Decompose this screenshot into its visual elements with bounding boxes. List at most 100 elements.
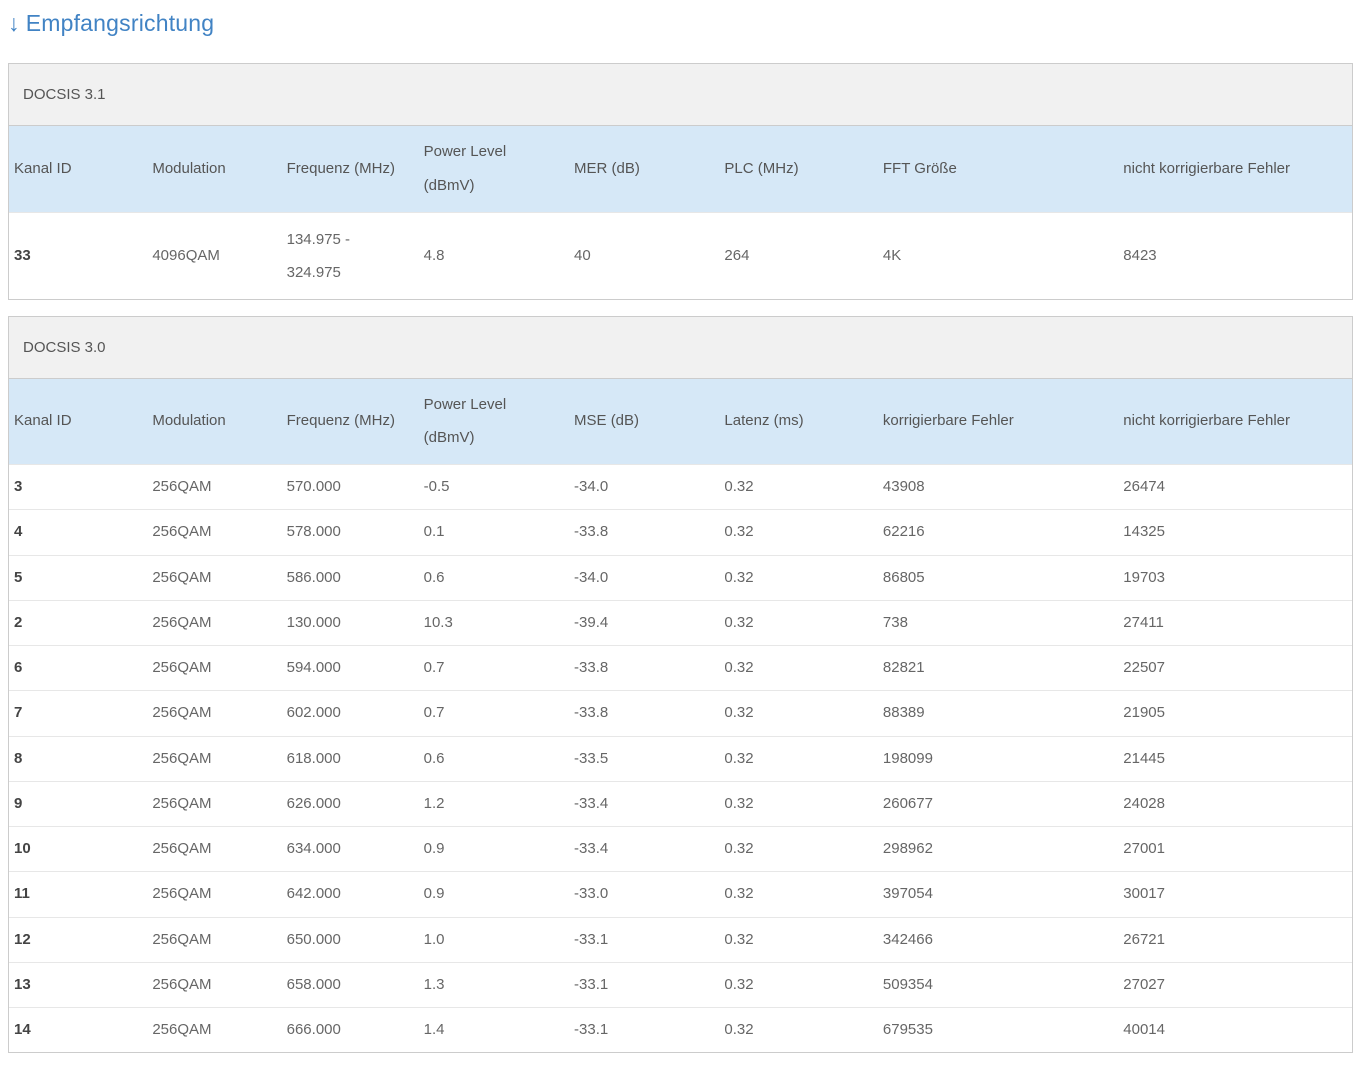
column-header-modulation: Modulation: [147, 126, 282, 212]
table-cell: 24028: [1118, 780, 1352, 827]
table-cell: 198099: [877, 735, 1119, 782]
table-cell: 0.1: [418, 509, 570, 555]
table-cell: 738: [877, 599, 1119, 646]
table-cell: 0.6: [418, 735, 570, 782]
table-cell: 10.3: [418, 599, 570, 646]
table-cell: 256QAM: [147, 825, 282, 872]
table-cell: -33.8: [569, 644, 720, 691]
table-cell: 1.0: [418, 916, 570, 963]
docsis31-table-body: 33 4096QAM 134.975 - 324.975 4.8 40 264 4K 8423: [9, 211, 1352, 299]
table-cell: -33.4: [569, 825, 720, 872]
table-cell: 1.4: [418, 1007, 570, 1053]
table-cell: 594.000: [281, 644, 419, 691]
table-cell: 26474: [1118, 463, 1352, 510]
table-row: 11 256QAM 642.000 0.9 -33.0 0.32 397054 30017: [9, 871, 1352, 917]
table-cell: 650.000: [281, 916, 419, 963]
column-header-nicht-korrigierbare-fehler: nicht korrigierbare Fehler: [1118, 378, 1352, 465]
table-cell: 0.9: [418, 871, 570, 917]
table-cell: 130.000: [281, 599, 419, 646]
table-cell: 256QAM: [147, 1007, 282, 1053]
column-header-power-level: Power Level (dBmV): [418, 378, 570, 465]
table-cell: 0.32: [719, 509, 878, 555]
table-cell: 0.32: [719, 916, 878, 963]
table-cell: 256QAM: [147, 871, 282, 917]
table-cell: 264: [719, 211, 878, 299]
table-cell: 33: [9, 211, 148, 299]
table-cell: 40: [569, 211, 720, 299]
table-cell: 8423: [1118, 211, 1352, 299]
table-cell: 298962: [877, 825, 1119, 872]
table-cell: -33.1: [569, 1007, 720, 1053]
header-row: Kanal ID Modulation Frequenz (MHz) Power…: [9, 378, 1352, 465]
table-cell: 0.6: [418, 554, 570, 601]
table-cell: -33.1: [569, 961, 720, 1008]
table-cell: 13: [9, 961, 148, 1008]
table-row: 12 256QAM 650.000 1.0 -33.1 0.32 342466 26721: [9, 916, 1352, 963]
table-cell: 578.000: [281, 509, 419, 555]
column-header-plc: PLC (MHz): [719, 126, 878, 212]
table-cell: 342466: [877, 916, 1119, 963]
table-cell: 12: [9, 916, 148, 963]
table-cell: 4096QAM: [147, 211, 282, 299]
table-cell: 0.32: [719, 871, 878, 917]
table-row: 7 256QAM 602.000 0.7 -33.8 0.32 88389 21905: [9, 690, 1352, 736]
docsis30-table-header: Kanal ID Modulation Frequenz (MHz) Power…: [9, 378, 1352, 465]
table-cell: 14: [9, 1007, 148, 1053]
table-cell: 0.32: [719, 825, 878, 872]
table-cell: 4K: [877, 211, 1119, 299]
table-cell: 642.000: [281, 871, 419, 917]
column-header-frequenz: Frequenz (MHz): [281, 126, 419, 212]
table-cell: 26721: [1118, 916, 1352, 963]
table-cell: -33.8: [569, 509, 720, 555]
table-cell: 0.32: [719, 961, 878, 1008]
table-cell: 256QAM: [147, 644, 282, 691]
table-cell: 22507: [1118, 644, 1352, 691]
docsis30-channel-table: Kanal ID Modulation Frequenz (MHz) Power…: [9, 378, 1352, 1053]
table-cell: 2: [9, 599, 148, 646]
table-row: 13 256QAM 658.000 1.3 -33.1 0.32 509354 27027: [9, 961, 1352, 1008]
table-cell: 9: [9, 780, 148, 827]
table-cell: 397054: [877, 871, 1119, 917]
table-cell: 0.7: [418, 644, 570, 691]
table-cell: -0.5: [418, 463, 570, 510]
table-cell: 1.2: [418, 780, 570, 827]
column-header-mer: MER (dB): [569, 126, 720, 212]
docsis31-channel-table: Kanal ID Modulation Frequenz (MHz) Power…: [9, 126, 1352, 299]
column-header-kanal-id: Kanal ID: [9, 378, 148, 465]
table-cell: 618.000: [281, 735, 419, 782]
table-cell: -33.5: [569, 735, 720, 782]
table-cell: 256QAM: [147, 599, 282, 646]
table-cell: 27027: [1118, 961, 1352, 1008]
table-cell: -34.0: [569, 463, 720, 510]
docsis31-panel: DOCSIS 3.1 Kanal ID Modulation Frequenz …: [8, 63, 1353, 300]
table-cell: 0.32: [719, 690, 878, 736]
docsis31-table-header: Kanal ID Modulation Frequenz (MHz) Power…: [9, 126, 1352, 212]
table-cell: 5: [9, 554, 148, 601]
table-cell: -33.0: [569, 871, 720, 917]
table-cell: 586.000: [281, 554, 419, 601]
table-cell: 666.000: [281, 1007, 419, 1053]
column-header-fft-groesse: FFT Größe: [877, 126, 1119, 212]
table-cell: 6: [9, 644, 148, 691]
column-header-power-level: Power Level (dBmV): [418, 126, 570, 212]
table-cell: 0.32: [719, 644, 878, 691]
table-row: 14 256QAM 666.000 1.4 -33.1 0.32 679535 40014: [9, 1007, 1352, 1053]
table-cell: 0.7: [418, 690, 570, 736]
table-cell: 256QAM: [147, 554, 282, 601]
table-cell: 8: [9, 735, 148, 782]
table-cell: 21905: [1118, 690, 1352, 736]
table-cell: 679535: [877, 1007, 1119, 1053]
header-row: Kanal ID Modulation Frequenz (MHz) Power…: [9, 126, 1352, 212]
table-cell: 626.000: [281, 780, 419, 827]
table-cell: 14325: [1118, 509, 1352, 555]
page-title-text: Empfangsrichtung: [25, 10, 215, 36]
table-cell: 86805: [877, 554, 1119, 601]
column-header-nicht-korrigierbare-fehler: nicht korrigierbare Fehler: [1118, 126, 1352, 212]
table-cell: -34.0: [569, 554, 720, 601]
table-cell: 19703: [1118, 554, 1352, 601]
docsis30-section-title: DOCSIS 3.0: [9, 316, 1352, 379]
table-cell: 30017: [1118, 871, 1352, 917]
table-cell: 256QAM: [147, 961, 282, 1008]
table-cell: 4: [9, 509, 148, 555]
